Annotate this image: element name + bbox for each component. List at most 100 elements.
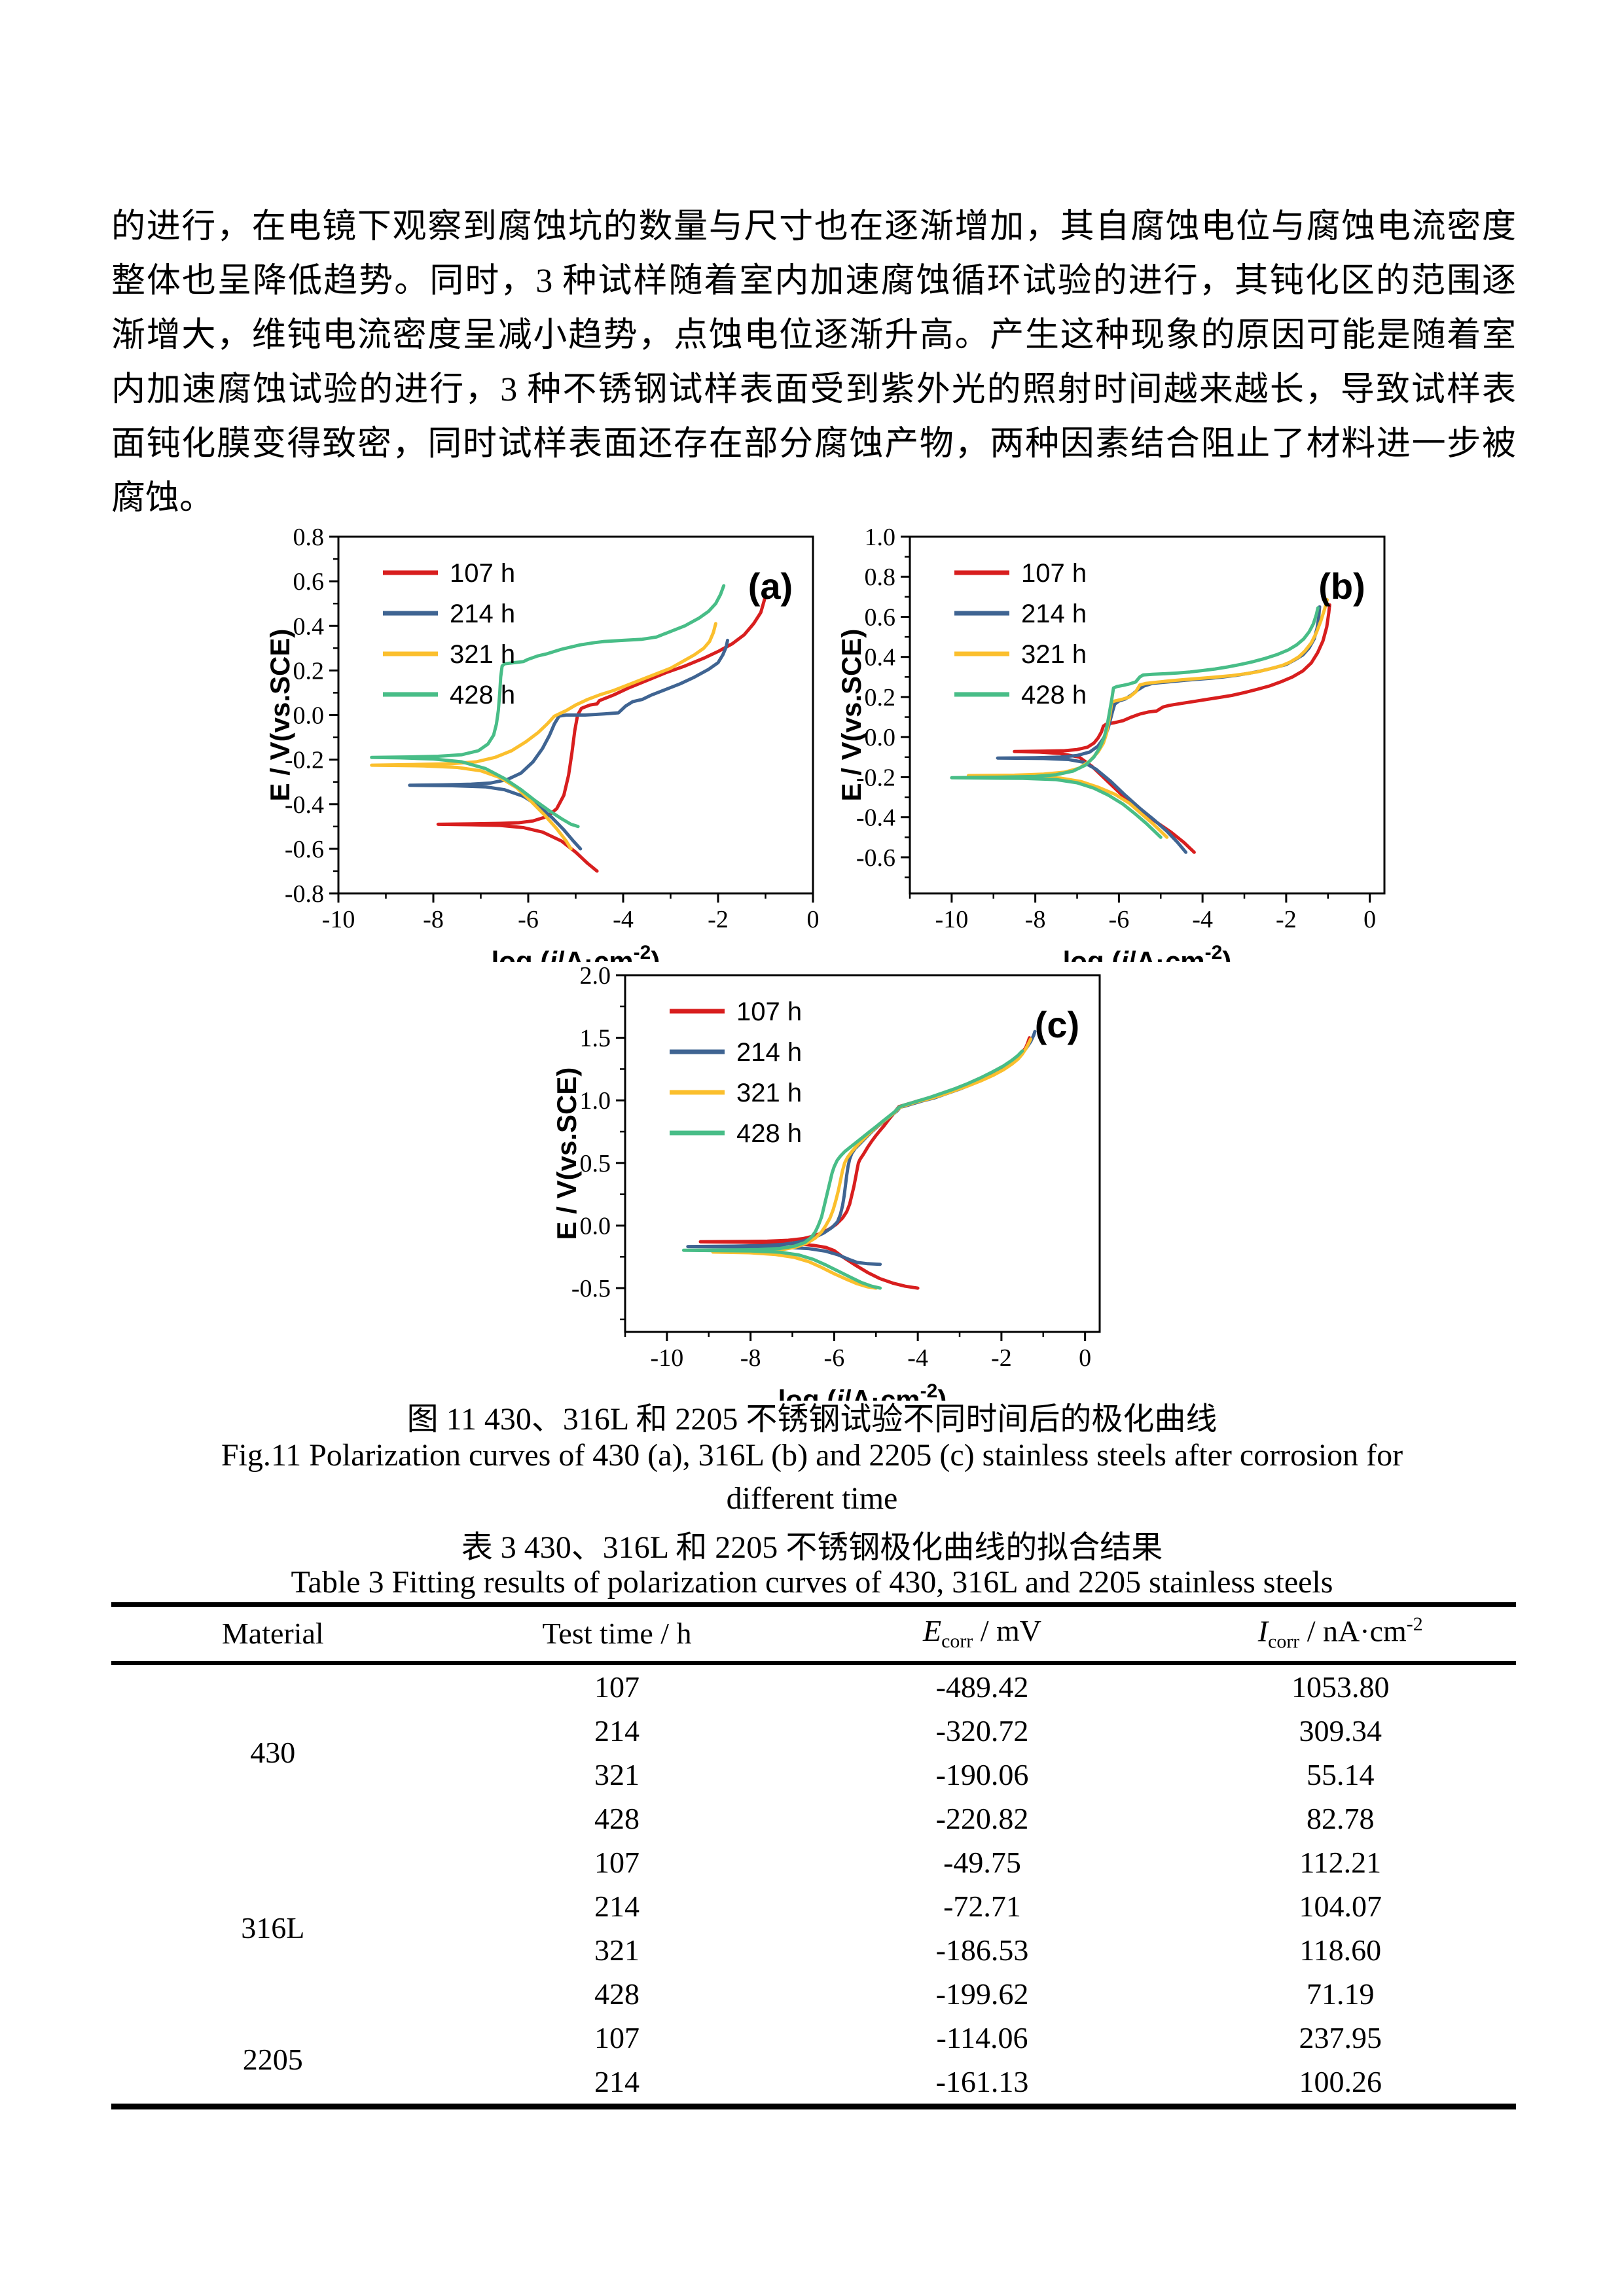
y-tick-label: 0.2: [865, 684, 896, 711]
fitting-results-table: Material Test time / h Ecorr / mV Icorr / n…: [111, 1602, 1516, 2109]
figure-caption-zh: 图 11 430、316L 和 2205 不锈钢试验不同时间后的极化曲线: [406, 1402, 1218, 1437]
y-tick-label: -0.4: [856, 804, 895, 832]
icorr-cell: 100.26: [1299, 2064, 1382, 2098]
legend-label: 214 h: [1021, 600, 1087, 628]
legend-label: 428 h: [1021, 681, 1087, 709]
curves-group: [681, 1030, 1037, 1290]
table-header-cell: Material: [111, 1604, 435, 1665]
paragraph-line: 内加速腐蚀试验的进行，3 种不锈钢试样表面受到紫外光的照射时间越来越长，导致试样…: [111, 371, 1516, 408]
ecorr-cell: -72.71: [943, 1889, 1021, 1923]
curve-428h: [950, 606, 1320, 839]
test-time-cell: 107: [594, 1845, 640, 1879]
x-tick-label: -2: [991, 1344, 1012, 1372]
y-tick-label: 1.5: [580, 1025, 611, 1052]
plot-frame: [624, 974, 1101, 1333]
polarization-chart-c: -10 -8 -6 -4 -2 0 -0.5 0.0 0.5 1.0 1.5 2.0 log (i/A·…: [556, 962, 1101, 1401]
x-tick-label: -4: [613, 906, 634, 933]
polarization-chart-a: -10 -8 -6 -4 -2 0 -0.8 -0.6 -0.4 -0.2 0.0 0.2 0.4 0.6…: [270, 524, 820, 962]
figure-caption-en-line1: Fig.11 Polarization curves of 430 (a), 3…: [221, 1438, 1403, 1473]
ecorr-cell: -114.06: [936, 2020, 1028, 2054]
x-axis-label: log (i/A·cm-2): [778, 1380, 947, 1401]
ecorr-cell: -199.62: [935, 1977, 1029, 2011]
x-axis-label: log (i/A·cm-2): [1063, 942, 1232, 962]
legend-label: 214 h: [736, 1038, 802, 1067]
y-tick-label: 0.2: [293, 657, 325, 685]
icorr-cell: 55.14: [1306, 1757, 1375, 1791]
y-tick-label: -0.4: [285, 791, 324, 819]
y-tick-label: -0.2: [856, 764, 895, 791]
icorr-cell: 112.21: [1299, 1845, 1382, 1879]
x-tick-label: -6: [1109, 906, 1130, 933]
y-axis-label: E / V(vs.SCE): [270, 629, 295, 802]
ecorr-cell: -489.42: [935, 1670, 1029, 1704]
y-axis-label: E / V(vs.SCE): [841, 629, 867, 802]
table-row: 321 -190.06 55.14: [111, 1753, 1516, 1797]
x-tick-label: -8: [740, 1344, 761, 1372]
table-header-row: Material Test time / h Ecorr / mV Icorr / n…: [111, 1604, 1516, 1665]
paragraph-line: 的进行，在电镜下观察到腐蚀坑的数量与尺寸也在逐渐增加，其自腐蚀电位与腐蚀电流密度: [111, 208, 1516, 245]
x-tick-label: -2: [1276, 906, 1297, 933]
ecorr-cell: -190.06: [935, 1757, 1029, 1791]
paragraph-line: 面钝化膜变得致密，同时试样表面还存在部分腐蚀产物，两种因素结合阻止了材料进一步被: [111, 425, 1516, 463]
y-tick-label: 2.0: [580, 962, 611, 990]
table-row: 214 -320.72 309.34: [111, 1709, 1516, 1753]
x-tick-label: -10: [651, 1344, 684, 1372]
curve-321h: [711, 1037, 1033, 1290]
table-row: 428 -220.82 82.78: [111, 1797, 1516, 1840]
panel-letter: (a): [748, 565, 793, 607]
ecorr-cell: -220.82: [935, 1801, 1029, 1835]
test-time-cell: 428: [594, 1977, 640, 2011]
body-paragraph: 的进行，在电镜下观察到腐蚀坑的数量与尺寸也在逐渐增加，其自腐蚀电位与腐蚀电流密度…: [111, 200, 1516, 526]
curves-group: [950, 598, 1331, 854]
icorr-cell: 237.95: [1299, 2020, 1382, 2054]
y-tick-label: -0.6: [285, 836, 324, 863]
y-tick-label: 0.0: [293, 702, 325, 730]
y-tick-label: 0.5: [580, 1150, 611, 1177]
y-tick-label: 0.4: [293, 613, 325, 640]
curve-428h: [370, 584, 726, 829]
x-tick-label: -10: [322, 906, 355, 933]
legend-label: 214 h: [450, 600, 515, 628]
y-tick-label: 0.8: [865, 564, 896, 591]
table-caption-zh: 表 3 430、316L 和 2205 不锈钢极化曲线的拟合结果: [461, 1530, 1163, 1565]
x-tick-label: -10: [935, 906, 969, 933]
icorr-cell: 118.60: [1299, 1933, 1382, 1967]
x-tick-label: 0: [1363, 906, 1376, 933]
plot-frame: [909, 535, 1386, 895]
curve-321h: [966, 598, 1329, 839]
table-row: 430 107 -489.42 1053.80: [111, 1663, 1516, 1770]
x-tick-label: -2: [708, 906, 729, 933]
legend-label: 321 h: [736, 1079, 802, 1107]
legend-label: 107 h: [450, 559, 515, 588]
ecorr-cell: -161.13: [935, 2064, 1029, 2098]
y-tick-label: 0.6: [293, 568, 325, 596]
test-time-cell: 107: [594, 1670, 640, 1704]
icorr-cell: 309.34: [1299, 1713, 1382, 1748]
table-row: 316L 107 -49.75 112.21: [111, 1840, 1516, 1945]
x-tick-label: -4: [907, 1344, 928, 1372]
material-cell: 2205: [242, 2043, 303, 2077]
test-time-cell: 428: [594, 1801, 640, 1835]
panel-letter: (c): [1035, 1004, 1079, 1045]
ecorr-cell: -320.72: [935, 1713, 1029, 1748]
test-time-cell: 321: [594, 1757, 640, 1791]
panel-letter: (b): [1318, 565, 1365, 607]
y-tick-label: 0.0: [865, 724, 896, 751]
legend-label: 428 h: [736, 1119, 802, 1148]
test-time-cell: 107: [594, 2020, 640, 2054]
paragraph-line: 渐增大，维钝电流密度呈减小趋势，点蚀电位逐渐升高。产生这种现象的原因可能是随着室: [111, 317, 1516, 354]
paragraph-line: 腐蚀。: [111, 480, 214, 517]
curve-428h: [681, 1049, 1024, 1290]
y-tick-label: 0.8: [293, 524, 325, 551]
material-cell: 430: [250, 1736, 296, 1770]
curve-214h: [408, 638, 729, 851]
x-tick-label: 0: [1079, 1344, 1091, 1372]
table-row: 428 -199.62 71.19: [111, 1972, 1516, 2016]
legend-label: 321 h: [450, 640, 515, 669]
y-tick-label: -0.6: [856, 844, 895, 872]
polarization-chart-b: -10 -8 -6 -4 -2 0 -0.6 -0.4 -0.2 0.0 0.2 0.4 0.6 0.8 1…: [841, 524, 1386, 962]
curve-321h: [370, 622, 717, 851]
ecorr-cell: -186.53: [935, 1933, 1029, 1967]
y-tick-label: -0.8: [285, 880, 324, 908]
